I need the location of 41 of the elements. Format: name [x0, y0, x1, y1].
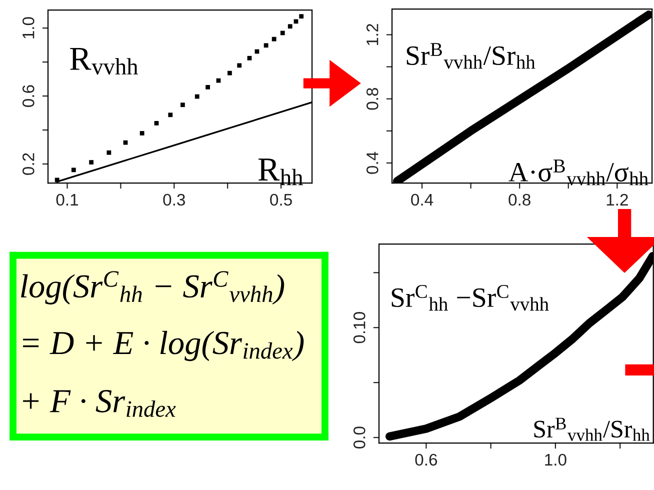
text: = D + E · log(Sr$_{index}$) — [23, 330, 304, 362]
point — [154, 121, 159, 126]
point — [123, 140, 128, 145]
point — [294, 19, 298, 24]
point — [228, 70, 232, 76]
annotation: R$_{vvhh}$ — [70, 48, 138, 75]
point — [288, 24, 292, 29]
point — [216, 78, 221, 83]
y-tick-label: 0.2 — [22, 153, 34, 175]
y-tick-label: 1.0 — [22, 17, 34, 38]
point — [168, 112, 173, 118]
point — [71, 168, 76, 172]
x-tick-label: 0.8 — [508, 194, 530, 206]
y-tick-label: 0.0 — [353, 426, 366, 448]
point — [206, 84, 210, 90]
annotation: Sr$^{B}$$_{vvhh}$/Sr$_{hh}$ — [406, 43, 536, 69]
x-tick-label: 0.3 — [163, 194, 185, 206]
point — [106, 150, 112, 155]
x-tick-label: 1.2 — [606, 194, 628, 206]
point — [272, 36, 276, 42]
y-tick-label: 0.8 — [366, 88, 378, 110]
point — [194, 94, 200, 99]
text: log(Sr$^{C}$$_{hh}$ − Sr$^{C}$$_{vvhh}$) — [21, 271, 284, 304]
point — [299, 14, 304, 19]
point — [89, 160, 94, 164]
x-tick-label: 0.4 — [411, 194, 434, 206]
point — [264, 43, 268, 48]
point — [237, 63, 242, 68]
annotation: Sr$^{B}$$_{vvhh}$/Sr$_{hh}$ — [534, 418, 650, 441]
point — [280, 30, 285, 36]
annotation: Sr$^{C}$$_{hh}$ −Sr$^{C}$$_{vvhh}$ — [392, 284, 549, 311]
y-tick-label: 0.10 — [353, 312, 366, 344]
point — [180, 102, 185, 108]
y-tick-label: 0.4 — [366, 152, 378, 174]
y-tick-label: 1.2 — [366, 24, 378, 46]
point — [247, 56, 252, 60]
point — [140, 131, 144, 136]
x-tick-label: 0.5 — [270, 194, 292, 206]
x-tick-label: 0.1 — [56, 194, 78, 206]
y-tick-label: 0.6 — [22, 85, 34, 107]
text: + F · Sr$_{index}$ — [23, 390, 176, 417]
